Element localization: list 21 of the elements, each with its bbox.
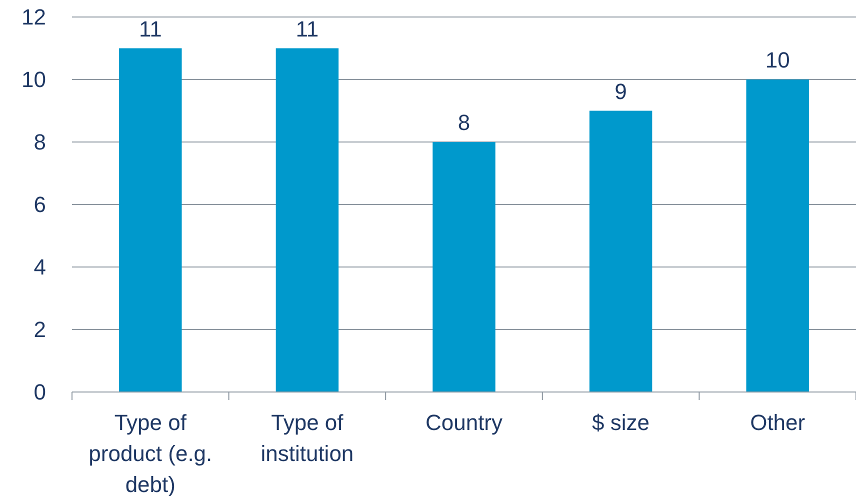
y-tick-label: 0 <box>34 380 46 405</box>
x-tick-label: Other <box>750 410 806 435</box>
y-tick-label: 2 <box>34 317 46 342</box>
y-tick-label: 6 <box>34 192 46 218</box>
y-tick-label: 12 <box>22 4 46 30</box>
x-tick-label: Type of institution <box>260 410 354 466</box>
y-tick-label: 8 <box>34 130 46 155</box>
bar <box>589 110 652 392</box>
y-tick-label: 4 <box>34 254 46 280</box>
data-label: 9 <box>614 78 627 104</box>
data-label: 10 <box>765 48 790 72</box>
data-label: 11 <box>296 16 319 42</box>
data-label: 8 <box>458 110 470 135</box>
bar <box>746 80 809 392</box>
x-tick-label: Country <box>425 410 503 435</box>
bar <box>432 142 496 392</box>
bar <box>119 48 182 392</box>
bar <box>276 48 339 392</box>
x-tick-label: $ size <box>592 410 650 435</box>
data-label: 11 <box>138 16 162 42</box>
y-tick-label: 10 <box>22 67 46 92</box>
